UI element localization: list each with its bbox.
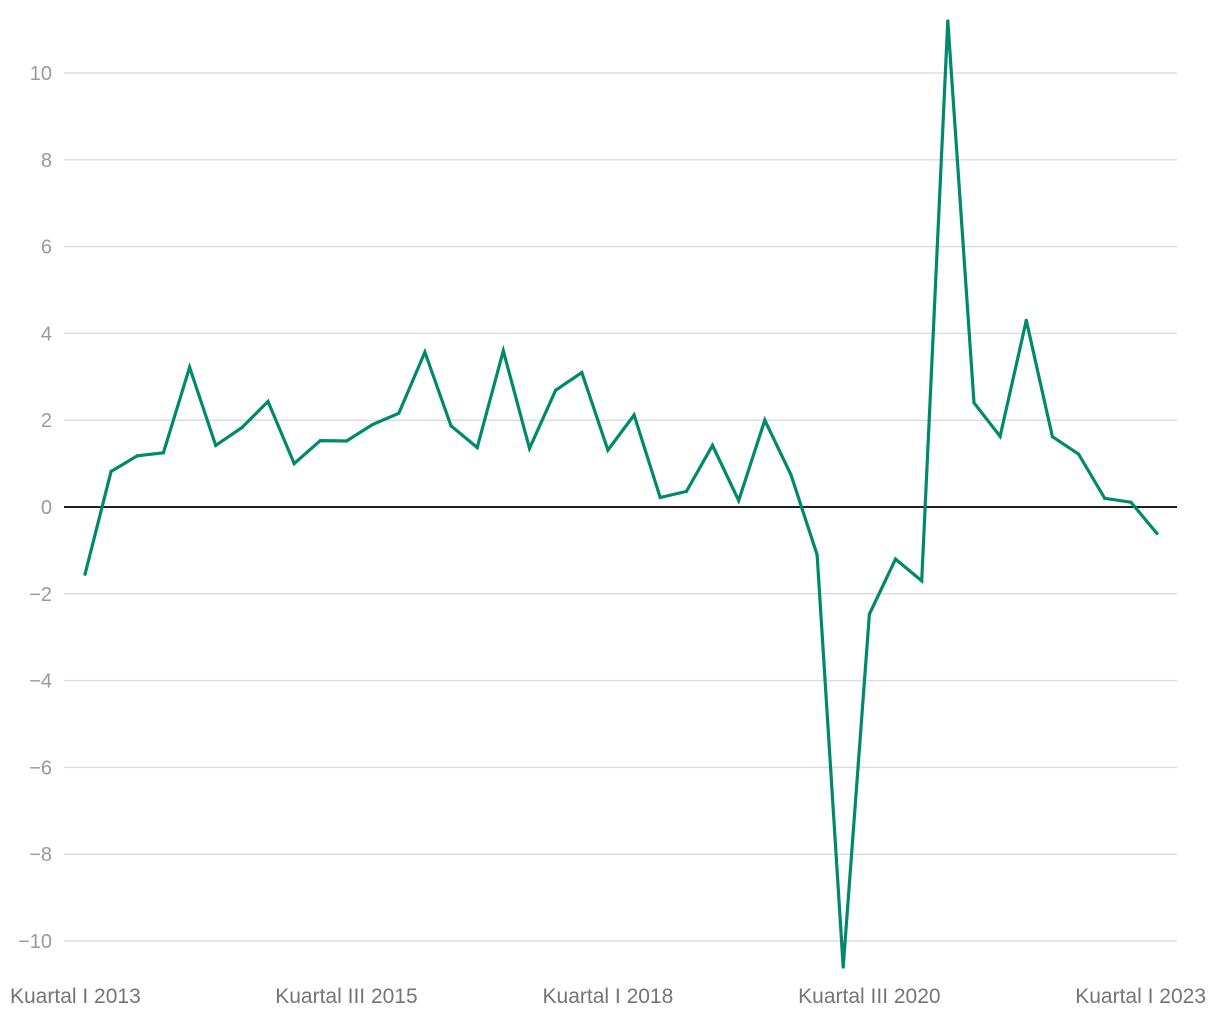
- data-point: [423, 350, 427, 354]
- data-point: [684, 489, 688, 493]
- data-point: [606, 448, 610, 452]
- y-axis-ticks: 10 8 6 4 2 0 −2 −4 −6 −8 −10: [18, 63, 52, 953]
- gridlines: [64, 72, 1177, 942]
- data-point: [1076, 452, 1081, 456]
- data-point: [1155, 531, 1159, 536]
- series-line-layer: [83, 19, 1159, 969]
- data-point: [527, 446, 532, 451]
- y-tick-label: −6: [29, 757, 52, 779]
- data-point: [109, 469, 113, 474]
- y-tick-label: −2: [29, 584, 52, 606]
- data-point: [893, 557, 898, 561]
- y-tick-label: −4: [29, 671, 52, 693]
- data-point: [475, 445, 479, 450]
- data-point: [998, 434, 1002, 438]
- series-line: [83, 20, 1159, 968]
- data-point: [763, 418, 767, 422]
- data-point: [266, 399, 270, 404]
- data-point: [789, 473, 793, 477]
- x-axis-ticks: Kuartal I 2013 Kuartal III 2015 Kuartal I …: [10, 985, 1206, 1008]
- data-point: [83, 572, 87, 576]
- data-point: [318, 438, 322, 443]
- data-point: [161, 451, 166, 455]
- data-point: [135, 454, 139, 458]
- data-point: [501, 349, 505, 353]
- data-point: [397, 411, 401, 415]
- data-point: [632, 413, 636, 417]
- data-point: [344, 439, 349, 443]
- x-tick-label: Kuartal I 2018: [543, 985, 674, 1008]
- data-point: [240, 425, 244, 430]
- data-point: [214, 443, 218, 447]
- x-tick-label: Kuartal III 2015: [275, 985, 417, 1008]
- data-point: [920, 579, 924, 583]
- y-tick-label: 2: [41, 410, 52, 432]
- y-tick-label: 4: [41, 323, 52, 345]
- data-point: [449, 424, 453, 428]
- data-point: [815, 553, 819, 557]
- x-tick-label: Kuartal III 2020: [798, 985, 940, 1008]
- data-point: [841, 965, 845, 969]
- data-point: [737, 498, 741, 503]
- data-point: [292, 462, 296, 466]
- data-point: [187, 365, 192, 369]
- data-point: [658, 495, 662, 500]
- data-point: [580, 370, 584, 375]
- data-point: [371, 422, 375, 427]
- data-point: [710, 443, 715, 447]
- y-tick-label: 0: [41, 497, 52, 519]
- data-point: [1024, 318, 1028, 322]
- data-point: [1103, 496, 1107, 500]
- data-point: [972, 401, 976, 405]
- y-tick-label: 6: [41, 237, 52, 259]
- x-tick-label: Kuartal I 2013: [10, 985, 141, 1008]
- y-tick-label: −8: [29, 844, 52, 866]
- data-point: [1050, 435, 1055, 439]
- y-tick-label: −10: [18, 931, 52, 953]
- data-point: [867, 612, 871, 616]
- y-tick-label: 8: [41, 150, 52, 172]
- data-point: [1129, 500, 1133, 504]
- y-tick-label: 10: [30, 63, 52, 85]
- x-tick-label: Kuartal I 2023: [1075, 985, 1206, 1008]
- data-point: [946, 19, 950, 23]
- data-point: [554, 388, 558, 392]
